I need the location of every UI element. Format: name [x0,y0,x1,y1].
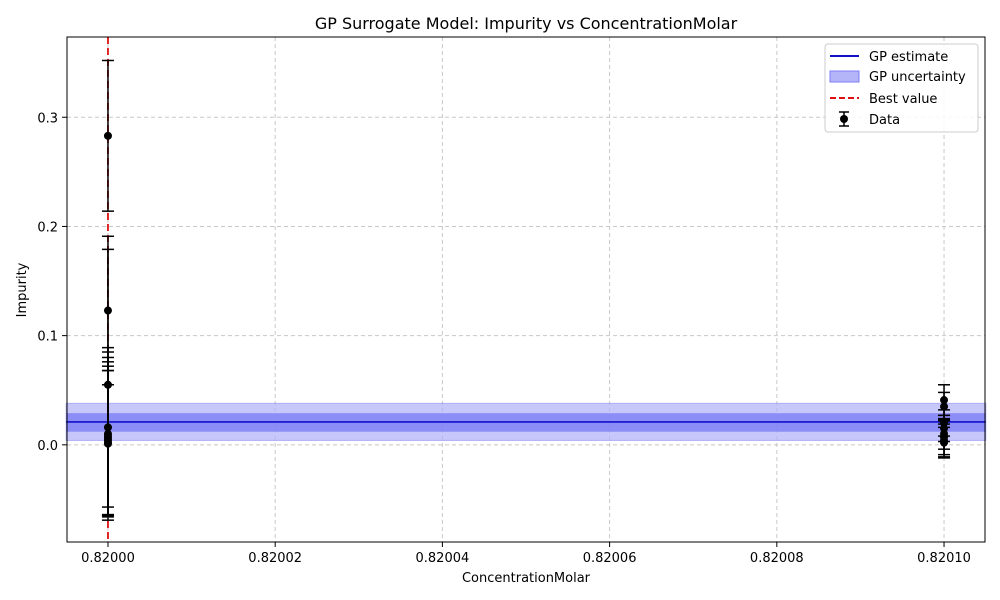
legend-data-marker [840,115,848,123]
x-tick-label: 0.82002 [248,551,302,566]
y-tick-label: 0.1 [37,330,58,345]
y-tick-label: 0.2 [37,220,58,235]
x-tick-label: 0.82010 [917,551,971,566]
chart-title: GP Surrogate Model: Impurity vs Concentr… [315,14,738,33]
x-tick-label: 0.82006 [583,551,637,566]
x-tick-label: 0.82000 [81,551,135,566]
x-axis-ticks: 0.82000 0.82002 0.82004 0.82006 0.82008 0.820… [81,542,971,566]
legend-box [824,43,979,133]
plot-frame [66,36,986,543]
data-point [940,438,949,447]
data-point [103,131,112,140]
x-tick-label: 0.82008 [750,551,804,566]
x-tick-label: 0.82004 [416,551,470,566]
data-points [101,59,951,521]
y-axis-ticks: 0.0 0.1 0.2 0.3 [37,111,67,454]
y-axis-label: Impurity [15,262,30,317]
legend-data-label: Data [869,113,900,128]
legend-best-value-label: Best value [869,92,937,107]
legend: GP estimate GP uncertainty Best value Da… [824,43,979,133]
x-axis-label: ConcentrationMolar [462,571,591,586]
legend-gp-uncertainty-label: GP uncertainty [869,70,966,85]
data-point [103,439,112,448]
legend-gp-uncertainty-swatch [829,70,860,83]
legend-gp-estimate-label: GP estimate [869,50,948,65]
y-tick-label: 0.3 [37,111,58,126]
y-tick-label: 0.0 [37,439,58,454]
data-point [940,402,949,411]
